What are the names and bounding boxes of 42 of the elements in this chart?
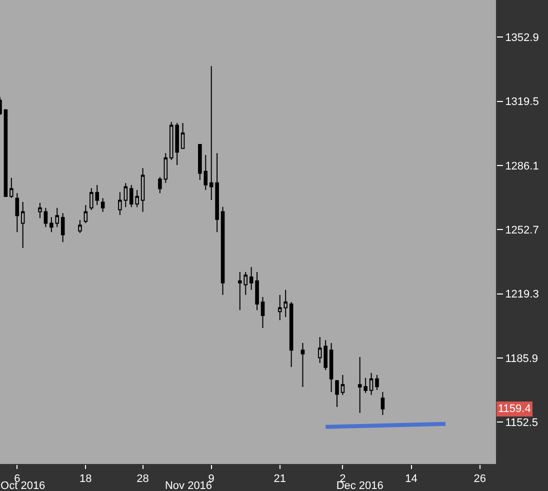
candlestick — [100, 198, 105, 212]
candlestick — [255, 272, 259, 311]
x-tick-label: 21 — [274, 473, 286, 486]
x2-tick-label: Nov 2016 — [164, 480, 212, 491]
candlestick — [158, 176, 162, 194]
candlestick — [15, 192, 20, 233]
candlestick — [60, 212, 65, 243]
x-tick-label: 18 — [80, 473, 92, 486]
candlestick — [340, 374, 345, 396]
candlestick — [380, 391, 385, 416]
candlestick — [369, 372, 374, 396]
candlestick — [118, 192, 122, 216]
candlestick — [4, 108, 8, 198]
candlestick — [220, 206, 225, 296]
y-tick-label: 1252.7 — [505, 224, 539, 236]
candlestick — [44, 207, 48, 228]
candlestick — [260, 296, 265, 328]
candlestick — [78, 219, 82, 234]
candlestick — [249, 266, 254, 290]
candlestick — [140, 168, 145, 212]
candlestick — [20, 201, 25, 249]
candlestick — [375, 374, 379, 391]
candlestick — [84, 204, 88, 224]
y-tick-label: 1286.1 — [505, 160, 539, 172]
candlestick — [289, 302, 294, 368]
candlestick — [300, 342, 305, 388]
x-tick-label: 28 — [136, 473, 149, 486]
candlestick — [10, 177, 14, 198]
candlestick — [124, 182, 128, 208]
candlestick — [164, 152, 168, 184]
candlestick — [335, 380, 339, 408]
y-tick-label: 1352.9 — [505, 32, 539, 44]
y-tick-label: 1319.5 — [505, 96, 539, 108]
y-tick-label: 1152.5 — [505, 416, 538, 429]
candlestick — [38, 202, 42, 219]
candlestick — [180, 122, 185, 149]
text: 1159.4 — [498, 403, 531, 415]
x-tick-label: 26 — [474, 473, 486, 486]
y-tick-label: 1219.3 — [505, 288, 539, 301]
y-tick-label: 1185.9 — [505, 352, 538, 365]
x-tick-label: 14 — [405, 473, 418, 486]
candlestick — [329, 342, 334, 392]
